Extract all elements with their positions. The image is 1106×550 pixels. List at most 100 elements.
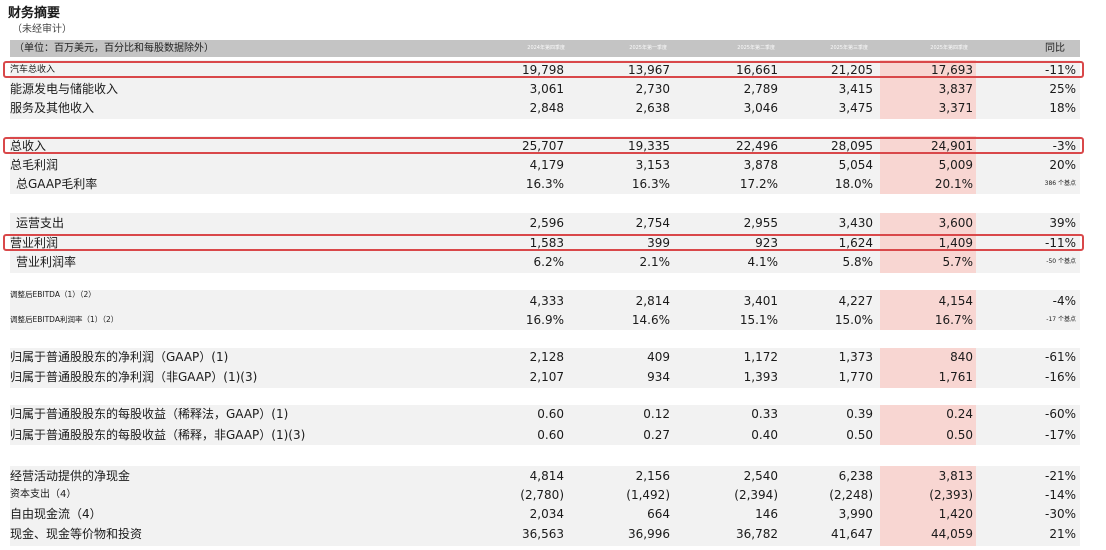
cell-value: 5.8% [842, 255, 874, 269]
cell-value: 0.60 [537, 407, 564, 421]
row-label: 调整后EBITDA（1）（2） [10, 290, 96, 299]
unit-label: （单位：百万美元，百分比和每股数据除外） [14, 43, 214, 54]
cell-value: 3,430 [838, 216, 873, 230]
cell-value: 4,227 [838, 294, 873, 308]
cell-value: 28,095 [831, 139, 873, 153]
cell-value: 0.12 [643, 407, 670, 421]
table-row: 总收入 25,707 19,335 22,496 28,095 24,901 -… [0, 137, 1106, 155]
row-label: 总GAAP毛利率 [16, 177, 98, 191]
row-label: 资本支出（4） [10, 489, 77, 500]
table-row: 营业利润 1,583 399 923 1,624 1,409 -11% [0, 234, 1106, 252]
cell-value: 6,238 [838, 469, 873, 483]
yoy-value: -14% [1044, 488, 1076, 502]
yoy-value: -11% [1044, 63, 1076, 77]
cell-value: 934 [647, 370, 670, 384]
table-row: 自由现金流（4） 2,034 664 146 3,990 1,420 -30% [0, 505, 1106, 523]
cell-value: 6.2% [533, 255, 565, 269]
yoy-value: -17 个基点 [1046, 316, 1076, 323]
table-row: 总GAAP毛利率 16.3% 16.3% 17.2% 18.0% 20.1% 3… [0, 175, 1106, 193]
cell-value: 13,967 [628, 63, 670, 77]
row-label: 营业利润率 [16, 255, 77, 269]
row-label: 归属于普通股股东的每股收益（稀释法，GAAP）(1) [10, 407, 289, 421]
yoy-value: 20% [1049, 158, 1076, 172]
cell-value: (2,780) [520, 488, 564, 502]
cell-value: 18.0% [834, 177, 873, 191]
table-header-bar [10, 40, 1080, 57]
yoy-value: -60% [1044, 407, 1076, 421]
row-label: 能源发电与储能收入 [10, 82, 119, 96]
cell-value: 36,782 [736, 527, 778, 541]
cell-value: 22,496 [736, 139, 778, 153]
table-row: 营业利润率 6.2% 2.1% 4.1% 5.8% 5.7% -50 个基点 [0, 253, 1106, 271]
cell-value: 2,156 [635, 469, 670, 483]
cell-value: 19,798 [522, 63, 564, 77]
period-header: 2025年第一季度 [629, 45, 667, 51]
cell-value: 5.7% [942, 255, 974, 269]
cell-value: 3,813 [938, 469, 973, 483]
table-row: 运营支出 2,596 2,754 2,955 3,430 3,600 39% [0, 214, 1106, 232]
cell-value: 41,647 [831, 527, 873, 541]
cell-value: (2,248) [829, 488, 873, 502]
cell-value: 2,596 [529, 216, 564, 230]
cell-value: 16.3% [525, 177, 564, 191]
table-row: 归属于普通股股东的净利润（GAAP）(1) 2,128 409 1,172 1,… [0, 348, 1106, 366]
cell-value: 15.1% [739, 313, 778, 327]
cell-value: 3,401 [743, 294, 778, 308]
cell-value: 17,693 [931, 63, 973, 77]
cell-value: 5,054 [838, 158, 873, 172]
yoy-value: -21% [1044, 469, 1076, 483]
cell-value: 3,415 [838, 82, 873, 96]
row-label: 归属于普通股股东的每股收益（稀释，非GAAP）(1)(3) [10, 428, 306, 442]
yoy-value: 21% [1049, 527, 1076, 541]
cell-value: 2.1% [639, 255, 671, 269]
cell-value: 44,059 [931, 527, 973, 541]
cell-value: 3,475 [838, 101, 873, 115]
cell-value: 1,583 [529, 236, 564, 250]
cell-value: 3,371 [938, 101, 973, 115]
cell-value: 15.0% [834, 313, 873, 327]
cell-value: 2,034 [529, 507, 564, 521]
table-row: 能源发电与储能收入 3,061 2,730 2,789 3,415 3,837 … [0, 80, 1106, 98]
yoy-value: -3% [1052, 139, 1076, 153]
highlight-box [3, 234, 1084, 251]
cell-value: 4,814 [529, 469, 564, 483]
cell-value: 17.2% [739, 177, 778, 191]
cell-value: 3,837 [938, 82, 973, 96]
highlight-column [880, 290, 976, 330]
row-label: 现金、现金等价物和投资 [10, 527, 143, 541]
table-row: 调整后EBITDA（1）（2） 4,333 2,814 3,401 4,227 … [0, 290, 1106, 310]
cell-value: 36,996 [628, 527, 670, 541]
cell-value: 1,761 [938, 370, 973, 384]
cell-value: 4,154 [938, 294, 973, 308]
yoy-value: 25% [1049, 82, 1076, 96]
highlight-column [880, 405, 976, 445]
cell-value: 399 [647, 236, 670, 250]
table-row: 现金、现金等价物和投资 36,563 36,996 36,782 41,647 … [0, 525, 1106, 543]
cell-value: 1,172 [743, 350, 778, 364]
cell-value: 0.60 [537, 428, 564, 442]
table-row: 调整后EBITDA利润率（1）（2） 16.9% 14.6% 15.1% 15.… [0, 311, 1106, 329]
cell-value: 5,009 [938, 158, 973, 172]
cell-value: 840 [950, 350, 973, 364]
cell-value: 16.9% [525, 313, 564, 327]
cell-value: 0.39 [846, 407, 873, 421]
yoy-value: -50 个基点 [1046, 258, 1076, 265]
highlight-box [3, 61, 1084, 78]
cell-value: 2,638 [635, 101, 670, 115]
table-row: 经营活动提供的净现金 4,814 2,156 2,540 6,238 3,813… [0, 467, 1106, 485]
row-label: 运营支出 [16, 216, 65, 230]
cell-value: 4,179 [529, 158, 564, 172]
row-label: 营业利润 [10, 236, 59, 250]
cell-value: 0.27 [643, 428, 670, 442]
row-label: 总收入 [10, 139, 47, 153]
highlight-column [880, 213, 976, 273]
cell-value: 1,770 [838, 370, 873, 384]
cell-value: 16,661 [736, 63, 778, 77]
yoy-value: -16% [1044, 370, 1076, 384]
cell-value: 20.1% [934, 177, 973, 191]
yoy-value: -17% [1044, 428, 1076, 442]
cell-value: 3,600 [938, 216, 973, 230]
table-row: 资本支出（4） (2,780) (1,492) (2,394) (2,248) … [0, 486, 1106, 504]
cell-value: 2,814 [635, 294, 670, 308]
yoy-value: 18% [1049, 101, 1076, 115]
